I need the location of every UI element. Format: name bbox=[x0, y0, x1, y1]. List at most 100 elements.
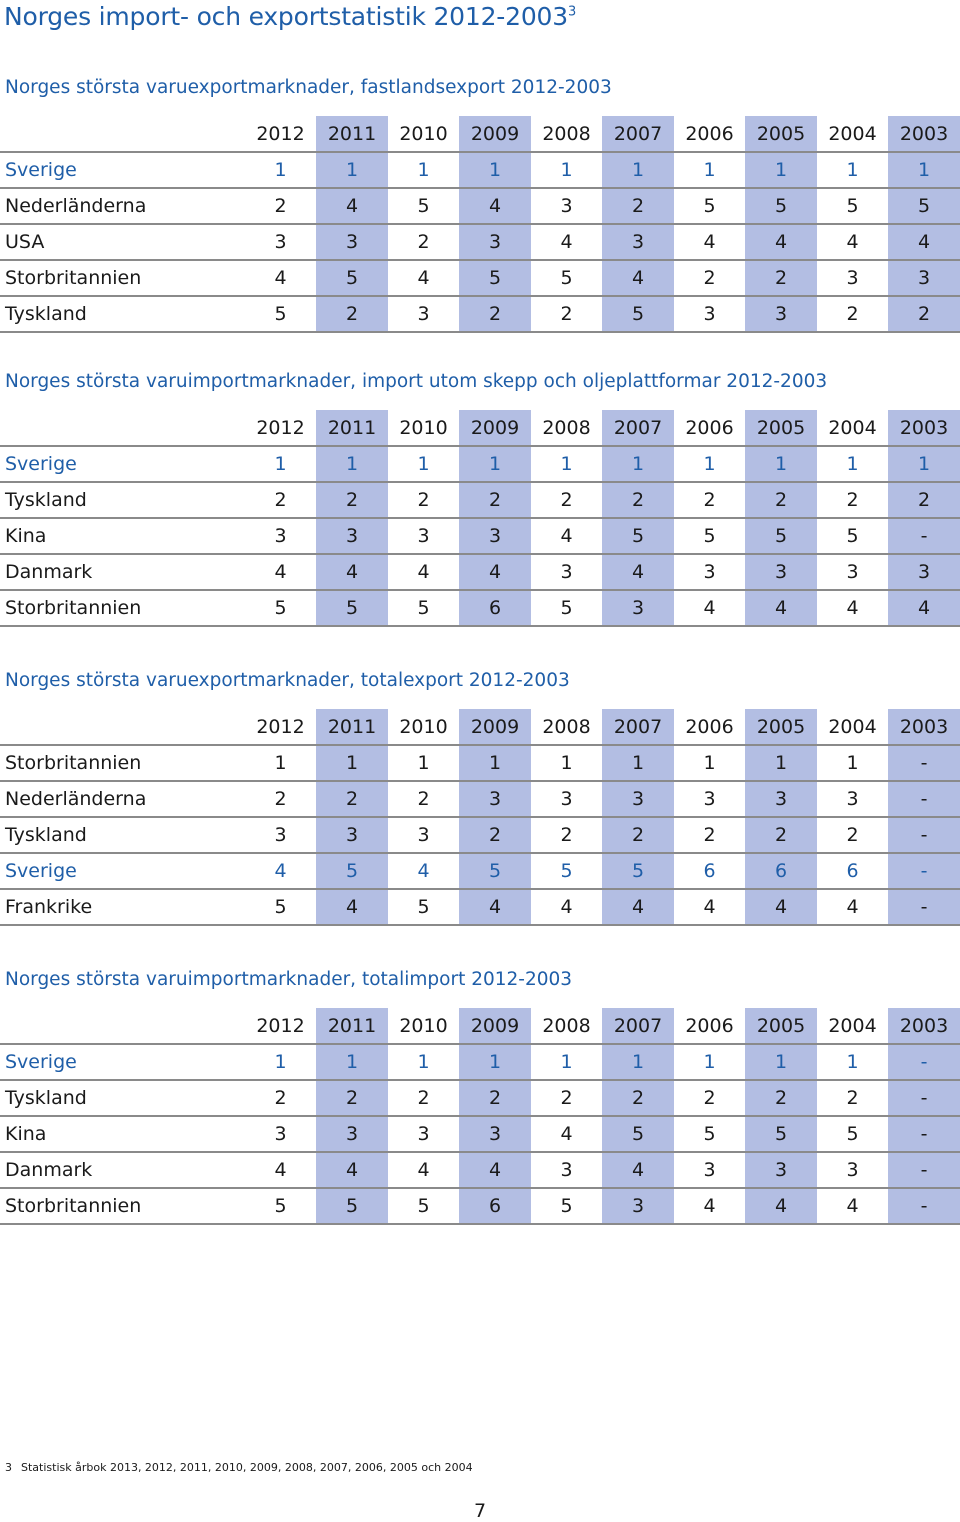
rank-cell: 2 bbox=[674, 817, 745, 854]
ranking-table: 2012 2011 2010 2009 2008 2007 2006 2005 2004 2003… bbox=[0, 709, 960, 926]
section-title: Norges största varuexportmarknader, fast… bbox=[5, 77, 612, 98]
rank-cell: 3 bbox=[745, 296, 817, 333]
rank-cell: 4 bbox=[459, 1152, 531, 1189]
rank-cell: 1 bbox=[531, 1044, 602, 1081]
rank-cell: 3 bbox=[602, 1188, 674, 1225]
year-header: 2005 bbox=[745, 1008, 817, 1045]
rank-cell: 2 bbox=[245, 1080, 316, 1117]
year-header: 2004 bbox=[817, 709, 888, 746]
year-header: 2011 bbox=[316, 709, 388, 746]
country-label: Storbritannien bbox=[0, 260, 245, 297]
rank-cell: 1 bbox=[745, 1044, 817, 1081]
rank-cell: 6 bbox=[817, 853, 888, 890]
year-header: 2007 bbox=[602, 1008, 674, 1045]
rank-cell: 2 bbox=[602, 188, 674, 225]
rank-cell: 3 bbox=[245, 817, 316, 854]
rank-cell: 2 bbox=[531, 296, 602, 333]
ranking-table: 2012 2011 2010 2009 2008 2007 2006 2005 2004 2003… bbox=[0, 410, 960, 627]
rank-cell: 2 bbox=[817, 1080, 888, 1117]
rank-cell: 3 bbox=[388, 518, 459, 555]
table-row: Storbritannien 4 5 4 5 5 4 2 2 3 3 bbox=[0, 260, 960, 297]
rank-cell: 4 bbox=[602, 889, 674, 926]
rank-cell: 5 bbox=[245, 889, 316, 926]
rank-cell: 2 bbox=[817, 482, 888, 519]
rank-cell: 2 bbox=[602, 1080, 674, 1117]
rank-cell: 2 bbox=[459, 296, 531, 333]
rank-cell: 5 bbox=[745, 188, 817, 225]
rank-cell: 1 bbox=[245, 152, 316, 189]
rank-cell: 4 bbox=[745, 889, 817, 926]
year-header: 2005 bbox=[745, 116, 817, 153]
rank-cell: 2 bbox=[817, 817, 888, 854]
rank-cell: 4 bbox=[245, 554, 316, 591]
rank-cell: 1 bbox=[817, 446, 888, 483]
rank-cell: 2 bbox=[888, 482, 960, 519]
table-row: USA 3 3 2 3 4 3 4 4 4 4 bbox=[0, 224, 960, 261]
rank-cell: 2 bbox=[674, 482, 745, 519]
rank-cell: - bbox=[888, 781, 960, 818]
table-row: Tyskland 3 3 3 2 2 2 2 2 2- bbox=[0, 817, 960, 854]
rank-cell: 5 bbox=[459, 853, 531, 890]
year-header: 2004 bbox=[817, 410, 888, 447]
year-header: 2009 bbox=[459, 116, 531, 153]
year-header: 2009 bbox=[459, 1008, 531, 1045]
rank-cell: 5 bbox=[745, 1116, 817, 1153]
year-header: 2008 bbox=[531, 410, 602, 447]
year-header: 2008 bbox=[531, 116, 602, 153]
rank-cell: 4 bbox=[388, 1152, 459, 1189]
rank-cell: 4 bbox=[245, 1152, 316, 1189]
rank-cell: 3 bbox=[817, 260, 888, 297]
header-row: 2012 2011 2010 2009 2008 2007 2006 2005 2004 2003 bbox=[0, 1008, 960, 1045]
rank-cell: 4 bbox=[459, 188, 531, 225]
table-row: Tyskland 2 2 2 2 2 2 2 2 2- bbox=[0, 1080, 960, 1117]
table-row: Sverige 1 1 1 1 1 1 1 1 1 1 bbox=[0, 152, 960, 189]
rank-cell: 1 bbox=[388, 152, 459, 189]
rank-cell: 5 bbox=[817, 1116, 888, 1153]
country-label: Kina bbox=[0, 518, 245, 555]
rank-cell: 4 bbox=[531, 518, 602, 555]
country-label: Danmark bbox=[0, 1152, 245, 1189]
rank-cell: 1 bbox=[602, 745, 674, 782]
country-label: Danmark bbox=[0, 554, 245, 591]
rank-cell: 3 bbox=[817, 1152, 888, 1189]
year-header: 2006 bbox=[674, 116, 745, 153]
rank-cell: 5 bbox=[245, 590, 316, 627]
rank-cell: 3 bbox=[245, 224, 316, 261]
rank-cell: - bbox=[888, 1188, 960, 1225]
ranking-table: 2012 2011 2010 2009 2008 2007 2006 2005 2004 2003… bbox=[0, 1008, 960, 1225]
rank-cell: 3 bbox=[316, 1116, 388, 1153]
country-label: Tyskland bbox=[0, 482, 245, 519]
rank-cell: 5 bbox=[602, 1116, 674, 1153]
rank-cell: 4 bbox=[817, 590, 888, 627]
year-header: 2003 bbox=[888, 116, 960, 153]
year-header: 2010 bbox=[388, 116, 459, 153]
year-header: 2007 bbox=[602, 410, 674, 447]
year-header: 2003 bbox=[888, 1008, 960, 1045]
rank-cell: 2 bbox=[531, 1080, 602, 1117]
rank-cell: 1 bbox=[602, 1044, 674, 1081]
section-title: Norges största varuimportmarknader, tota… bbox=[5, 969, 573, 990]
rank-cell: 1 bbox=[316, 446, 388, 483]
rank-cell: 3 bbox=[674, 1152, 745, 1189]
country-label: Nederländerna bbox=[0, 781, 245, 818]
rank-cell: 2 bbox=[602, 482, 674, 519]
rank-cell: 4 bbox=[674, 889, 745, 926]
section-title: Norges största varuexportmarknader, tota… bbox=[5, 670, 570, 691]
rank-cell: 2 bbox=[674, 1080, 745, 1117]
year-header: 2004 bbox=[817, 116, 888, 153]
year-header: 2006 bbox=[674, 709, 745, 746]
rank-cell: 3 bbox=[316, 224, 388, 261]
rank-cell: 3 bbox=[817, 554, 888, 591]
rank-cell: 2 bbox=[745, 482, 817, 519]
header-row: 2012 2011 2010 2009 2008 2007 2006 2005 2004 2003 bbox=[0, 709, 960, 746]
year-header: 2008 bbox=[531, 709, 602, 746]
year-header: 2004 bbox=[817, 1008, 888, 1045]
rank-cell: 4 bbox=[602, 260, 674, 297]
rank-cell: 4 bbox=[316, 889, 388, 926]
rank-cell: 1 bbox=[674, 745, 745, 782]
rank-cell: 4 bbox=[602, 1152, 674, 1189]
rank-cell: 4 bbox=[531, 1116, 602, 1153]
rank-cell: 5 bbox=[531, 853, 602, 890]
rank-cell: - bbox=[888, 745, 960, 782]
rank-cell: 3 bbox=[531, 554, 602, 591]
